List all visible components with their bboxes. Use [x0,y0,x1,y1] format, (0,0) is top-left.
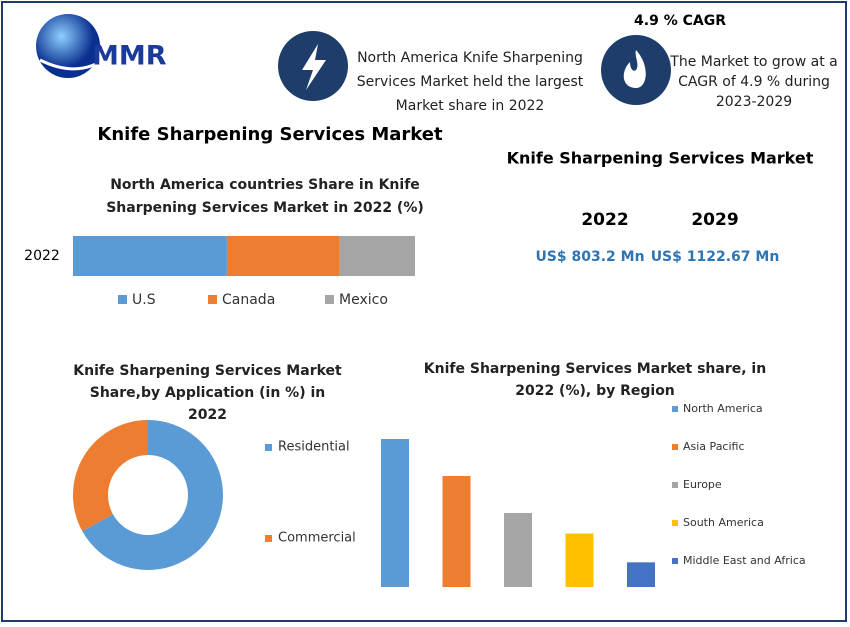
bar [627,562,655,587]
logo-text: MMR [92,41,167,72]
market-value: US$ 803.2 Mn [535,249,644,265]
bar [442,476,471,587]
legend-label: Europe [683,478,722,491]
legend-label: Commercial [278,531,356,546]
legend-swatch [265,535,272,542]
legend-label: Mexico [339,292,388,308]
bar-segment [73,236,227,276]
legend-swatch [265,444,272,451]
legend-label: U.S [132,292,156,308]
category-label: 2022 [24,248,60,264]
chart-title: Knife Sharpening Services Market Share,b… [73,363,342,423]
flame [623,50,646,88]
bar-segment [226,236,340,276]
legend-label: Canada [222,292,275,308]
legend-swatch [118,295,127,304]
highlight-text: North America Knife Sharpening Services … [356,50,584,114]
chart-title: Knife Sharpening Services Market share, … [423,361,767,399]
legend-label: South America [683,516,764,529]
legend-swatch [325,295,334,304]
legend-swatch [672,482,678,488]
bar [381,439,409,587]
logo-globe [36,14,100,78]
market-size-title: Knife Sharpening Services Market [507,149,814,168]
legend-swatch [672,520,678,526]
legend-swatch [672,444,678,450]
logo-swoosh [39,53,111,71]
bar-segment [339,236,415,276]
legend-swatch [672,558,678,564]
legend-label: Asia Pacific [683,440,745,453]
legend-swatch [208,295,217,304]
bar [504,513,532,587]
legend-label: North America [683,402,763,415]
bar [565,533,594,587]
legend-label: Residential [278,440,350,455]
year: 2022 [581,210,628,230]
year: 2029 [691,210,738,230]
chart-title: North America countries Share in Knife S… [106,177,424,216]
main-title: Knife Sharpening Services Market [97,124,443,145]
donut-slice [72,420,148,532]
market-value: US$ 1122.67 Mn [651,249,780,265]
legend-swatch [672,406,678,412]
lightning-bolt [302,44,326,90]
highlight-text: The Market to grow at a CAGR of 4.9 % du… [670,54,838,110]
cagr-title: 4.9 % CAGR [634,13,726,29]
donut-slice [82,420,223,570]
legend-label: Middle East and Africa [683,554,806,567]
